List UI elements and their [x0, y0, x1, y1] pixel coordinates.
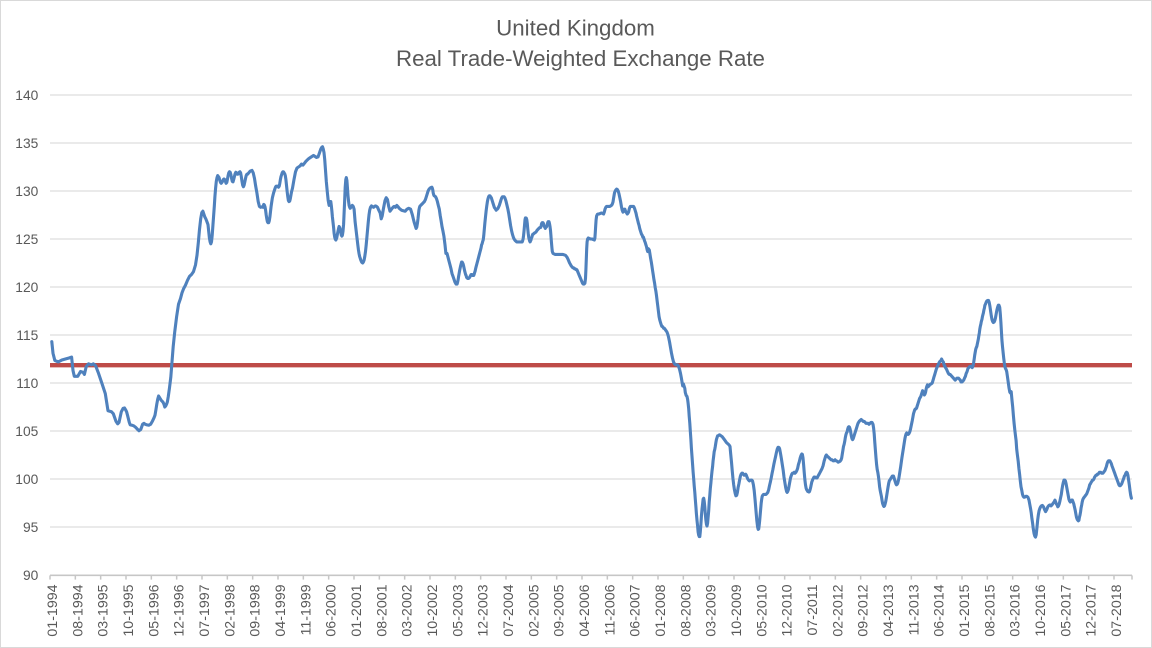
svg-text:08-2008: 08-2008: [678, 584, 694, 636]
svg-text:09-2012: 09-2012: [856, 584, 872, 636]
svg-text:12-1996: 12-1996: [172, 584, 188, 636]
svg-text:05-2017: 05-2017: [1058, 584, 1074, 636]
svg-text:110: 110: [16, 376, 38, 391]
svg-text:07-2004: 07-2004: [501, 584, 517, 636]
svg-text:02-2005: 02-2005: [526, 584, 542, 636]
svg-text:05-2010: 05-2010: [754, 584, 770, 636]
svg-text:10-2002: 10-2002: [425, 584, 441, 636]
svg-text:08-1994: 08-1994: [70, 584, 86, 636]
svg-text:90: 90: [23, 568, 39, 583]
svg-text:10-1995: 10-1995: [121, 584, 137, 636]
svg-text:08-2001: 08-2001: [374, 584, 390, 636]
svg-text:04-2006: 04-2006: [577, 584, 593, 636]
svg-text:03-2009: 03-2009: [704, 584, 720, 636]
svg-text:10-2009: 10-2009: [729, 584, 745, 636]
svg-text:06-2000: 06-2000: [324, 584, 340, 636]
svg-text:125: 125: [15, 232, 38, 247]
svg-text:07-2011: 07-2011: [805, 584, 821, 635]
svg-text:United Kingdom: United Kingdom: [496, 15, 655, 40]
svg-text:02-1998: 02-1998: [222, 584, 238, 636]
svg-text:Real Trade-Weighted Exchange R: Real Trade-Weighted Exchange Rate: [396, 46, 765, 71]
svg-text:12-2017: 12-2017: [1084, 584, 1100, 636]
svg-text:07-2018: 07-2018: [1109, 584, 1125, 636]
svg-text:07-1997: 07-1997: [197, 584, 213, 636]
svg-text:11-2013: 11-2013: [906, 584, 922, 635]
svg-text:05-2003: 05-2003: [450, 584, 466, 636]
svg-text:130: 130: [15, 184, 38, 199]
svg-text:06-2014: 06-2014: [932, 584, 948, 636]
svg-text:09-2005: 09-2005: [552, 584, 568, 636]
svg-text:03-1995: 03-1995: [96, 584, 112, 636]
svg-text:120: 120: [15, 280, 38, 295]
svg-text:05-1996: 05-1996: [146, 584, 162, 636]
svg-text:115: 115: [16, 328, 38, 343]
svg-text:11-2006: 11-2006: [602, 584, 618, 635]
svg-text:09-1998: 09-1998: [248, 584, 264, 636]
svg-text:10-2016: 10-2016: [1033, 584, 1049, 636]
svg-text:08-2015: 08-2015: [982, 584, 998, 636]
svg-text:12-2003: 12-2003: [476, 584, 492, 636]
svg-text:135: 135: [15, 136, 38, 151]
svg-text:01-2008: 01-2008: [653, 584, 669, 636]
svg-text:06-2007: 06-2007: [628, 584, 644, 636]
svg-text:95: 95: [23, 520, 39, 535]
svg-text:01-2015: 01-2015: [957, 584, 973, 636]
svg-text:140: 140: [15, 88, 38, 103]
svg-text:11-1999: 11-1999: [298, 584, 314, 635]
svg-text:04-1999: 04-1999: [273, 584, 289, 636]
svg-text:02-2012: 02-2012: [830, 584, 846, 636]
svg-text:105: 105: [15, 424, 38, 439]
svg-text:01-1994: 01-1994: [45, 584, 61, 636]
svg-text:01-2001: 01-2001: [349, 584, 365, 636]
svg-text:03-2002: 03-2002: [400, 584, 416, 636]
svg-text:03-2016: 03-2016: [1008, 584, 1024, 636]
svg-text:12-2010: 12-2010: [780, 584, 796, 636]
svg-text:100: 100: [15, 472, 38, 487]
svg-text:04-2013: 04-2013: [881, 584, 897, 636]
